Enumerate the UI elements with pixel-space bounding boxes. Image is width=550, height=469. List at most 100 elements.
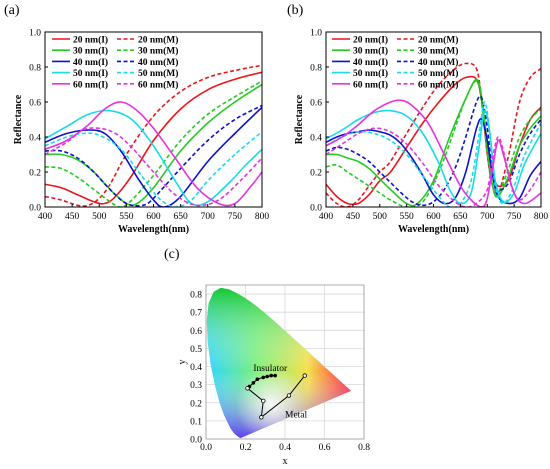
series-line-a-5 (45, 104, 262, 207)
x-tick-label-c-3: 0.6 (319, 443, 331, 453)
y-axis-label-a: Reflectance (13, 94, 24, 144)
legend-label-b-9: 60 nm(M) (418, 79, 458, 90)
x-tick-label-a-1: 450 (65, 212, 80, 222)
x-tick-label-b-2: 500 (373, 212, 388, 222)
x-tick-label-a-7: 750 (228, 212, 243, 222)
metal-point-0 (245, 386, 250, 391)
y-tick-label-b-3: 0.6 (310, 99, 322, 109)
plot-frame-c (205, 284, 365, 440)
x-tick-label-a-3: 550 (119, 212, 134, 222)
x-tick-label-b-5: 650 (453, 212, 468, 222)
legend-label-a-8: 60 nm(I) (73, 79, 108, 90)
x-tick-label-b-8: 800 (534, 212, 549, 222)
metal-point-4 (302, 373, 307, 378)
legend-label-b-4: 40 nm(I) (353, 57, 388, 68)
insulator-point-5 (269, 373, 273, 378)
x-axis-label-a: Wavelength(nm) (118, 224, 189, 235)
annotation-insulator: Insulator (253, 364, 288, 374)
legend-label-b-8: 60 nm(I) (353, 79, 388, 90)
series-line-a-8 (45, 101, 262, 207)
legend-label-b-0: 20 nm(I) (353, 35, 388, 46)
x-tick-label-c-0: 0.0 (200, 443, 212, 453)
y-tick-label-b-4: 0.8 (310, 64, 322, 74)
y-tick-label-a-1: 0.2 (29, 169, 41, 179)
y-tick-label-c-3: 0.3 (190, 381, 202, 391)
y-tick-label-b-2: 0.4 (310, 134, 322, 144)
y-tick-label-c-1: 0.1 (190, 417, 202, 427)
panel-label-c: (c) (164, 247, 180, 262)
series-line-a-3 (45, 80, 262, 207)
panel-label-a: (a) (4, 3, 20, 18)
series-line-a-0 (45, 71, 262, 205)
y-tick-label-c-0: 0.0 (190, 436, 202, 446)
x-tick-label-b-7: 750 (507, 212, 522, 222)
legend-label-a-5: 40 nm(M) (138, 57, 178, 68)
chart-b: 400 450 500 550 600 650 700 750 800 0.0 0.2 0.4 0.6 0… (294, 29, 548, 236)
insulator-point-3 (261, 375, 266, 380)
y-axis-label-c: y (177, 360, 188, 365)
x-axis-label-b: Wavelength(nm) (398, 224, 469, 235)
y-tick-label-c-5: 0.5 (190, 345, 202, 355)
series-line-b-2 (326, 78, 541, 207)
y-tick-label-c-7: 0.7 (190, 309, 202, 319)
legend-label-a-2: 30 nm(I) (73, 46, 108, 57)
chart-a: 400 450 500 550 600 650 700 750 800 0.0 0.2 0.4 0.6 0… (13, 29, 269, 236)
legend-label-b-7: 50 nm(M) (418, 68, 458, 79)
metal-point-3 (286, 393, 292, 398)
legend-b: 20 nm(I) 20 nm(M) 30 nm(I) 30 nm(M) 40 nm(I)… (332, 35, 458, 90)
legend-label-a-7: 50 nm(M) (138, 68, 178, 79)
legend-label-b-5: 40 nm(M) (418, 57, 458, 68)
series-line-b-9 (326, 127, 541, 207)
legend-label-b-6: 50 nm(I) (353, 68, 388, 79)
legend-label-a-4: 40 nm(I) (73, 57, 108, 68)
insulator-point-1 (251, 381, 256, 385)
y-tick-label-b-1: 0.2 (310, 169, 322, 179)
x-tick-label-b-6: 700 (480, 212, 495, 222)
x-tick-label-b-3: 550 (400, 212, 415, 222)
x-tick-label-c-1: 0.2 (240, 443, 252, 453)
series-line-a-7 (45, 131, 262, 207)
series-line-b-5 (326, 95, 541, 207)
y-tick-label-c-2: 0.2 (190, 399, 202, 409)
y-tick-label-a-5: 1.0 (29, 29, 41, 39)
series-line-b-7 (326, 101, 541, 207)
x-tick-label-a-4: 600 (146, 212, 161, 222)
insulator-point-4 (265, 374, 270, 379)
x-tick-label-a-8: 800 (255, 212, 270, 222)
y-tick-label-a-3: 0.6 (29, 99, 41, 109)
x-tick-label-a-5: 650 (174, 212, 189, 222)
legend-label-b-3: 30 nm(M) (418, 46, 458, 57)
x-tick-label-c-4: 0.8 (358, 443, 370, 453)
y-tick-label-a-0: 0.0 (29, 204, 41, 214)
legend-label-b-2: 30 nm(I) (353, 46, 388, 57)
y-tick-label-c-6: 0.6 (190, 327, 202, 337)
plot-lines-a (45, 64, 262, 207)
x-tick-label-b-4: 600 (426, 212, 441, 222)
y-tick-label-a-4: 0.8 (29, 64, 41, 74)
x-tick-label-a-2: 500 (92, 212, 107, 222)
y-tick-label-b-0: 0.0 (310, 204, 322, 214)
insulator-point-2 (255, 377, 260, 382)
y-tick-label-c-8: 0.8 (190, 291, 202, 301)
legend-label-a-3: 30 nm(M) (138, 46, 178, 57)
series-line-a-6 (45, 109, 262, 207)
legend-a: 20 nm(I) 20 nm(M) 30 nm(I) 30 nm(M) 40 nm(I)… (52, 35, 178, 90)
y-tick-label-c-4: 0.4 (190, 363, 202, 373)
y-tick-label-b-5: 1.0 (310, 29, 322, 39)
metal-point-1 (261, 398, 266, 404)
legend-label-b-1: 20 nm(M) (418, 35, 458, 46)
panel-label-b: (b) (287, 3, 304, 18)
x-tick-label-c-2: 0.4 (279, 443, 291, 453)
series-line-b-3 (326, 80, 541, 207)
x-tick-label-b-1: 450 (346, 212, 361, 222)
legend-label-a-6: 50 nm(I) (73, 68, 108, 79)
insulator-point-6 (273, 373, 277, 378)
series-line-b-8 (326, 99, 541, 207)
x-tick-label-b-0: 400 (319, 212, 334, 222)
series-line-b-1 (326, 62, 541, 207)
chart-c: 0.0 0.2 0.4 0.6 0.8 0.0 0.1 0.2 0.3 0.4 0.5 0.6 0.7 0… (177, 284, 370, 467)
legend-label-a-0: 20 nm(I) (73, 35, 108, 46)
y-tick-label-a-2: 0.4 (29, 134, 41, 144)
series-line-a-4 (45, 106, 262, 207)
